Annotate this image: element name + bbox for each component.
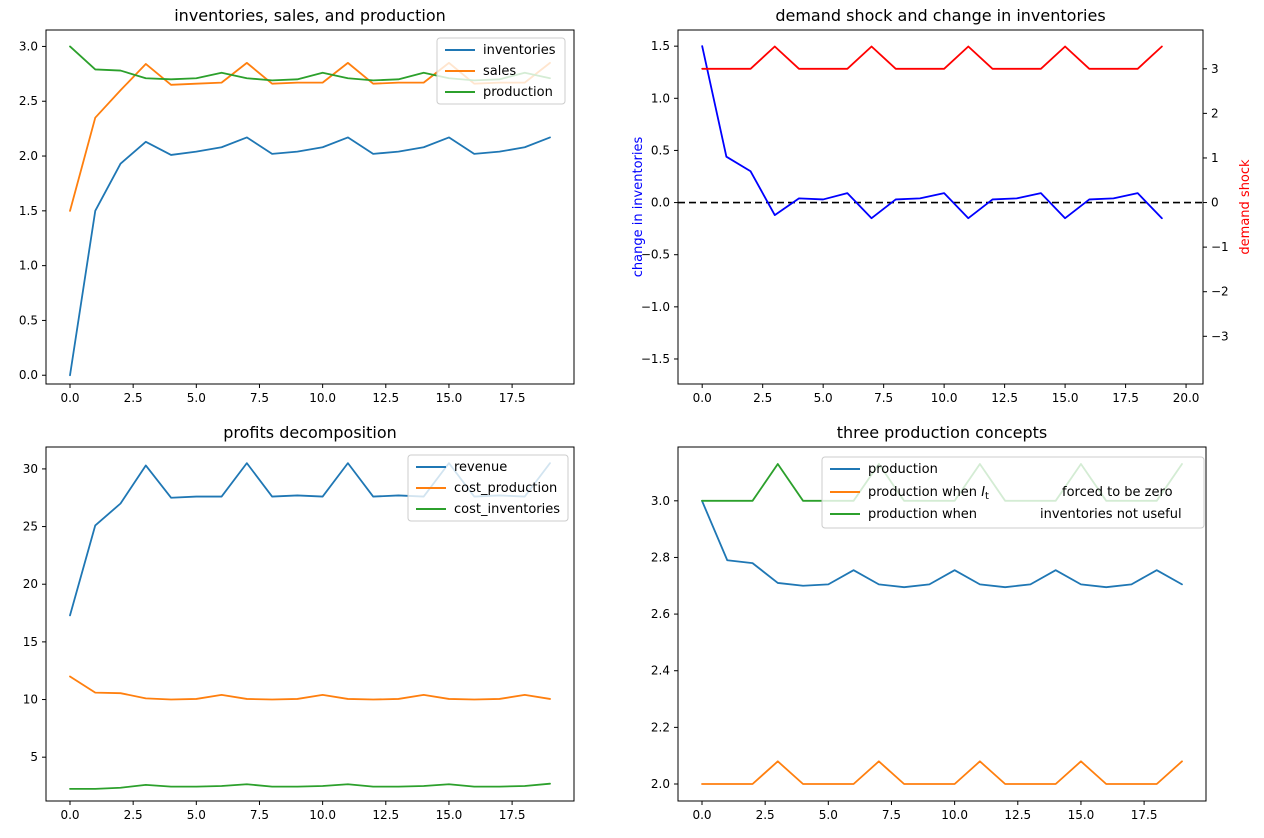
x-tick-label: 2.5 — [756, 808, 775, 822]
chart-panel-2: 0.0 2.5 5.0 7.5 10.0 12.5 15.0 17.5 5 10 15 20 25 30 p… — [23, 423, 575, 822]
x-tick-label: 15.0 — [1052, 391, 1079, 405]
right-axis-label: demand shock — [1238, 159, 1253, 255]
y-tick-label: 1.5 — [19, 204, 38, 218]
y-tick-label: −0.5 — [641, 248, 670, 262]
x-tick-label: 10.0 — [941, 808, 968, 822]
y-tick-label: 10 — [23, 693, 38, 707]
y-right-tick-label: −3 — [1211, 329, 1229, 343]
legend-box — [407, 454, 569, 522]
chart-title: profits decomposition — [223, 423, 397, 442]
x-tick-label: 12.5 — [372, 391, 399, 405]
y-right-tick-label: −1 — [1211, 240, 1229, 254]
x-tick-label: 10.0 — [931, 391, 958, 405]
y-tick-label: 0.0 — [19, 368, 38, 382]
chart-title: three production concepts — [837, 423, 1048, 442]
left-axis-label: change in inventories — [631, 137, 646, 278]
chart-panel-3: 0.0 2.5 5.0 7.5 10.0 12.5 15.0 17.5 2.0 2.2 2.4 2.6… — [651, 423, 1207, 822]
x-tick-label: 2.5 — [124, 808, 143, 822]
y-tick-label: 2.0 — [651, 777, 670, 791]
y-tick-label: 2.5 — [19, 94, 38, 108]
x-tick-label: 17.5 — [1131, 808, 1158, 822]
x-tick-label: 17.5 — [499, 391, 526, 405]
x-tick-label: 12.5 — [1004, 808, 1031, 822]
legend-box — [436, 37, 566, 105]
x-tick-label: 0.0 — [693, 391, 712, 405]
x-tick-label: 7.5 — [250, 391, 269, 405]
y-tick-label: 3.0 — [651, 494, 670, 508]
y-tick-label: 15 — [23, 635, 38, 649]
y-tick-label: 2.8 — [651, 550, 670, 564]
y-tick-label: 2.0 — [19, 149, 38, 163]
legend-label: production — [868, 462, 938, 477]
x-tick-label: 15.0 — [1068, 808, 1095, 822]
y-tick-label: −1.5 — [641, 352, 670, 366]
legend-box — [821, 456, 1205, 529]
legend-label: inventories — [483, 43, 556, 58]
y-tick-label: −1.0 — [641, 300, 670, 314]
chart-title: inventories, sales, and production — [174, 6, 446, 25]
y-tick-label: 5 — [30, 750, 38, 764]
y-tick-label: 1.0 — [651, 91, 670, 105]
x-tick-label: 5.0 — [814, 391, 833, 405]
legend-label: cost_production — [454, 481, 557, 496]
y-right-tick-label: 2 — [1211, 106, 1219, 120]
y-right-tick-label: −2 — [1211, 285, 1229, 299]
legend-label: revenue — [454, 460, 507, 475]
x-tick-label: 12.5 — [991, 391, 1018, 405]
x-tick-label: 20.0 — [1173, 391, 1200, 405]
y-right-tick-label: 1 — [1211, 151, 1219, 165]
y-tick-label: 2.2 — [651, 720, 670, 734]
y-tick-label: 0.5 — [19, 313, 38, 327]
x-tick-label: 10.0 — [309, 391, 336, 405]
legend-label: cost_inventories — [454, 502, 560, 517]
series-cost-production — [69, 675, 551, 701]
y-tick-label: 0.0 — [651, 196, 670, 210]
x-tick-label: 2.5 — [753, 391, 772, 405]
y-tick-label: 2.6 — [651, 607, 670, 621]
x-tick-label: 7.5 — [882, 808, 901, 822]
x-tick-label: 17.5 — [1112, 391, 1139, 405]
chart-panel-1: 0.0 2.5 5.0 7.5 10.0 12.5 15.0 17.5 20.0−1.5−1.0… — [631, 6, 1253, 405]
series-cost-inventories — [69, 782, 551, 790]
x-tick-label: 0.0 — [60, 391, 79, 405]
x-tick-label: 0.0 — [692, 808, 711, 822]
legend-label: sales — [483, 64, 516, 79]
series-change-in-inventories — [701, 45, 1163, 220]
y-tick-label: 1.0 — [19, 259, 38, 273]
x-tick-label: 10.0 — [309, 808, 336, 822]
x-tick-label: 15.0 — [436, 808, 463, 822]
series-inventories — [69, 136, 551, 377]
series-demand-shock — [701, 45, 1163, 70]
chart-title: demand shock and change in inventories — [775, 6, 1105, 25]
series-production — [701, 499, 1183, 589]
y-right-tick-label: 0 — [1211, 196, 1219, 210]
x-tick-label: 12.5 — [372, 808, 399, 822]
y-tick-label: 3.0 — [19, 39, 38, 53]
x-tick-label: 7.5 — [874, 391, 893, 405]
y-tick-label: 30 — [23, 462, 38, 476]
x-tick-label: 5.0 — [187, 808, 206, 822]
series-production-inventories-zero — [701, 760, 1183, 785]
y-tick-label: 25 — [23, 520, 38, 534]
y-right-tick-label: 3 — [1211, 62, 1219, 76]
x-tick-label: 7.5 — [250, 808, 269, 822]
chart-panel-0: 0.0 2.5 5.0 7.5 10.0 12.5 15.0 17.5 0.0 0.5 1.0 1.5… — [19, 6, 575, 405]
y-tick-label: 20 — [23, 577, 38, 591]
x-tick-label: 5.0 — [819, 808, 838, 822]
legend-label: production when It forced to be zero — [868, 485, 1173, 502]
y-tick-label: 1.5 — [651, 39, 670, 53]
y-tick-label: 0.5 — [651, 143, 670, 157]
x-tick-label: 17.5 — [499, 808, 526, 822]
y-tick-label: 2.4 — [651, 664, 670, 678]
x-tick-label: 2.5 — [124, 391, 143, 405]
x-tick-label: 15.0 — [436, 391, 463, 405]
axes-box — [677, 29, 1204, 385]
x-tick-label: 0.0 — [60, 808, 79, 822]
legend-label: production — [483, 85, 553, 100]
x-tick-label: 5.0 — [187, 391, 206, 405]
legend-label: production when inventories not useful — [868, 507, 1182, 522]
